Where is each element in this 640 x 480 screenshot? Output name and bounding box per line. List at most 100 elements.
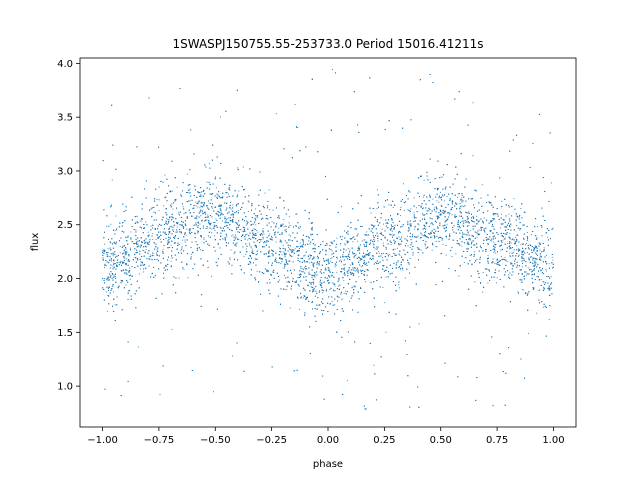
data-point	[436, 200, 438, 202]
data-point	[206, 181, 208, 183]
data-point	[120, 279, 122, 281]
data-point	[130, 239, 132, 241]
data-point	[328, 270, 330, 272]
data-point	[449, 213, 451, 215]
data-point	[345, 290, 347, 292]
data-point	[552, 227, 554, 229]
data-point	[364, 281, 366, 283]
data-point	[269, 209, 271, 211]
data-point	[189, 192, 191, 194]
data-point	[417, 235, 419, 237]
data-point	[185, 234, 187, 236]
data-point	[474, 281, 476, 283]
data-point	[254, 221, 256, 223]
data-point	[238, 190, 240, 192]
data-point	[372, 242, 374, 244]
data-point	[349, 300, 351, 302]
data-point	[288, 222, 290, 224]
data-point	[385, 276, 387, 278]
data-point	[505, 226, 507, 228]
data-point	[224, 216, 226, 218]
data-point	[211, 232, 213, 234]
data-point	[112, 255, 114, 257]
data-point	[531, 274, 533, 276]
data-point	[227, 193, 229, 195]
data-point	[517, 234, 519, 236]
data-point	[221, 220, 223, 222]
data-point	[264, 192, 266, 194]
data-point	[135, 229, 137, 231]
data-point	[398, 236, 400, 238]
data-point	[308, 240, 310, 242]
data-point	[349, 264, 351, 266]
data-point	[199, 207, 201, 209]
data-point	[525, 244, 527, 246]
data-point	[139, 268, 141, 270]
data-point	[115, 215, 117, 217]
data-point	[457, 193, 459, 195]
data-point	[430, 223, 432, 225]
data-point	[521, 260, 523, 262]
data-point	[500, 223, 502, 225]
data-point	[104, 278, 106, 280]
data-point	[127, 290, 129, 292]
data-point	[354, 267, 356, 269]
data-point	[206, 219, 208, 221]
data-point	[145, 249, 147, 251]
data-point	[182, 206, 184, 208]
data-point	[219, 226, 221, 228]
data-point	[238, 225, 240, 227]
data-point	[184, 241, 186, 243]
data-point	[152, 254, 154, 256]
data-point	[540, 279, 542, 281]
data-point	[303, 266, 305, 268]
data-point	[283, 219, 285, 221]
data-point	[219, 197, 221, 199]
data-point	[358, 248, 360, 250]
data-point	[338, 285, 340, 287]
data-point	[508, 274, 510, 276]
data-point	[165, 217, 167, 219]
data-point	[405, 242, 407, 244]
data-point	[334, 266, 336, 268]
data-point	[207, 214, 209, 216]
data-point	[487, 255, 489, 257]
data-point	[271, 271, 273, 273]
data-point	[424, 245, 426, 247]
data-point	[382, 242, 384, 244]
data-point	[461, 205, 463, 207]
data-point	[467, 222, 469, 224]
data-point	[153, 211, 155, 213]
data-point	[458, 215, 460, 217]
data-point	[507, 243, 509, 245]
data-point	[119, 245, 121, 247]
data-point	[325, 260, 327, 262]
data-point	[463, 262, 465, 264]
data-point	[323, 260, 325, 262]
data-point	[358, 276, 360, 278]
data-point	[552, 267, 554, 269]
data-point	[548, 263, 550, 265]
data-point	[491, 240, 493, 242]
data-point	[440, 204, 442, 206]
data-point	[504, 257, 506, 259]
data-point	[404, 277, 406, 279]
data-point	[147, 235, 149, 237]
data-point	[487, 282, 489, 284]
data-point	[391, 225, 393, 227]
data-point	[520, 208, 522, 210]
data-point	[365, 244, 367, 246]
data-point	[208, 163, 210, 165]
data-point	[215, 187, 217, 189]
data-point	[495, 282, 497, 284]
data-point	[514, 236, 516, 238]
data-point	[207, 227, 209, 229]
data-point	[374, 248, 376, 250]
data-point	[486, 240, 488, 242]
data-point	[190, 253, 192, 255]
data-point	[357, 240, 359, 242]
data-point	[309, 262, 311, 264]
data-point	[403, 209, 405, 211]
data-point	[279, 196, 281, 198]
data-point	[332, 243, 334, 245]
